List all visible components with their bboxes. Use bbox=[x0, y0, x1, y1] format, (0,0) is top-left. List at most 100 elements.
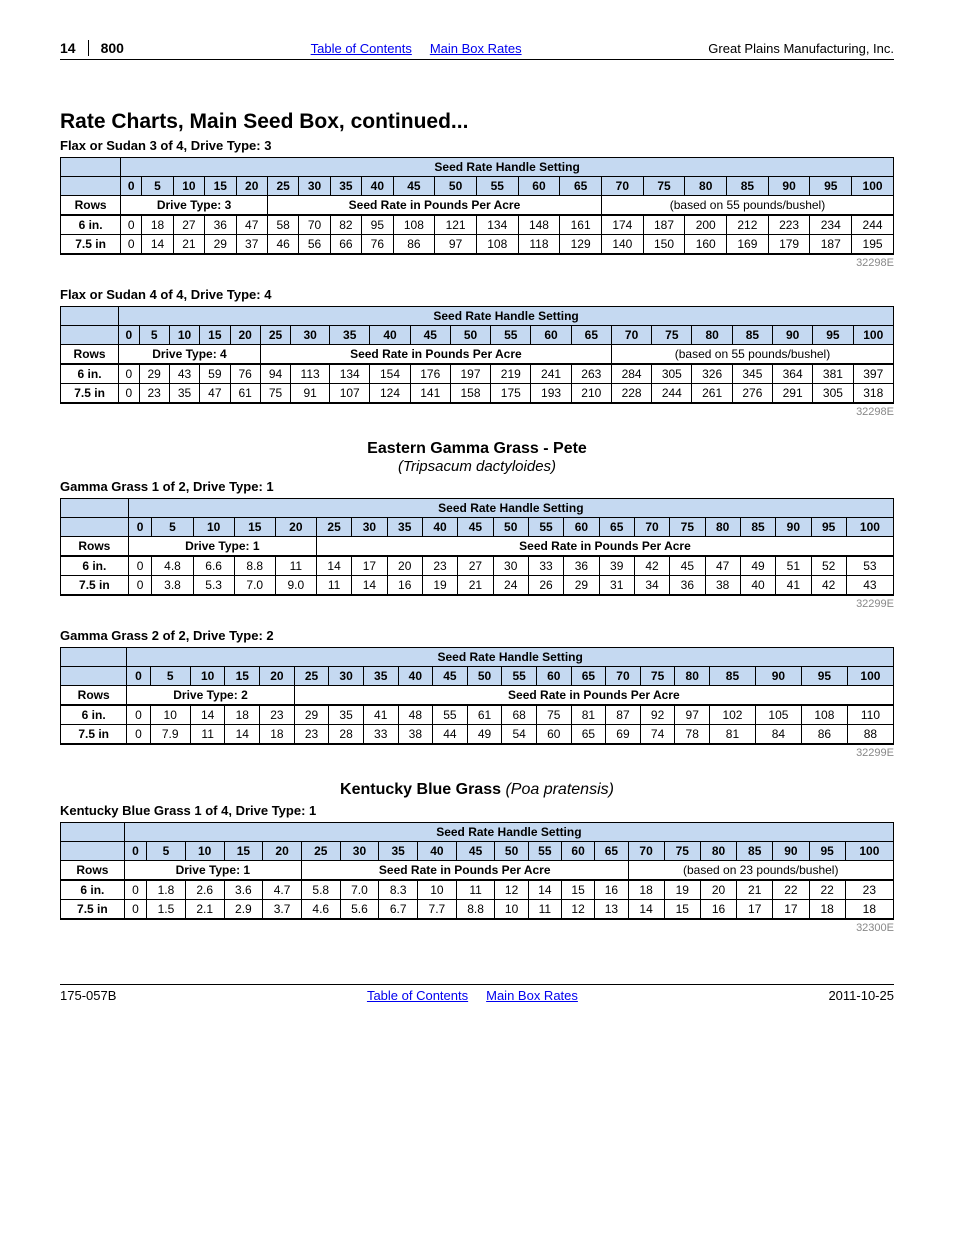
data-cell: 0 bbox=[127, 705, 150, 725]
setting-header: 65 bbox=[571, 667, 606, 686]
setting-header: 40 bbox=[418, 842, 457, 861]
data-cell: 364 bbox=[773, 364, 813, 384]
table-row: 6 in.02943597694113134154176197219241263… bbox=[61, 364, 894, 384]
rate-table: Seed Rate Handle Setting0510152025303540… bbox=[60, 647, 894, 745]
setting-header: 5 bbox=[152, 518, 193, 537]
setting-header: 90 bbox=[773, 326, 813, 345]
setting-header: 50 bbox=[467, 667, 502, 686]
setting-header: 95 bbox=[813, 326, 853, 345]
setting-header: 100 bbox=[852, 177, 894, 196]
setting-header: 75 bbox=[664, 842, 700, 861]
data-cell: 66 bbox=[330, 235, 361, 255]
toc-link[interactable]: Table of Contents bbox=[311, 41, 412, 56]
data-cell: 30 bbox=[493, 556, 528, 576]
setting-header: 45 bbox=[456, 842, 495, 861]
footer-rates-link[interactable]: Main Box Rates bbox=[486, 988, 578, 1003]
footer-toc-link[interactable]: Table of Contents bbox=[367, 988, 468, 1003]
setting-header: 100 bbox=[847, 667, 893, 686]
data-cell: 23 bbox=[260, 705, 295, 725]
setting-header: 45 bbox=[458, 518, 493, 537]
setting-header: 85 bbox=[727, 177, 769, 196]
data-cell: 76 bbox=[230, 364, 260, 384]
drive-label: Drive Type: 4 bbox=[119, 345, 261, 365]
rows-label: Rows bbox=[61, 861, 125, 881]
setting-header: 10 bbox=[173, 177, 204, 196]
data-cell: 3.7 bbox=[263, 900, 302, 920]
setting-header: 85 bbox=[737, 842, 773, 861]
handle-title: Seed Rate Handle Setting bbox=[119, 307, 894, 326]
rates-link[interactable]: Main Box Rates bbox=[430, 41, 522, 56]
data-cell: 0 bbox=[128, 576, 152, 596]
table-code: 32298E bbox=[60, 406, 894, 418]
rows-label: Rows bbox=[61, 537, 129, 557]
page-header: 14 800 Table of Contents Main Box Rates … bbox=[60, 40, 894, 60]
data-cell: 42 bbox=[811, 576, 846, 596]
setting-header: 25 bbox=[267, 177, 298, 196]
data-cell: 4.7 bbox=[263, 880, 302, 900]
data-cell: 17 bbox=[737, 900, 773, 920]
data-cell: 381 bbox=[813, 364, 853, 384]
setting-header: 50 bbox=[435, 177, 477, 196]
data-cell: 41 bbox=[776, 576, 811, 596]
data-cell: 82 bbox=[330, 215, 361, 235]
setting-header: 10 bbox=[185, 842, 224, 861]
data-cell: 326 bbox=[692, 364, 732, 384]
setting-header: 0 bbox=[128, 518, 152, 537]
data-cell: 24 bbox=[493, 576, 528, 596]
data-cell: 39 bbox=[599, 556, 634, 576]
blank-cell bbox=[61, 499, 129, 518]
data-cell: 29 bbox=[139, 364, 169, 384]
setting-header: 70 bbox=[601, 177, 643, 196]
data-cell: 9.0 bbox=[275, 576, 316, 596]
rate-table: Seed Rate Handle Setting0510152025303540… bbox=[60, 306, 894, 404]
data-cell: 1.8 bbox=[147, 880, 186, 900]
setting-header: 80 bbox=[692, 326, 732, 345]
setting-header: 85 bbox=[732, 326, 772, 345]
data-cell: 1.5 bbox=[147, 900, 186, 920]
data-cell: 5.8 bbox=[301, 880, 340, 900]
data-cell: 3.6 bbox=[224, 880, 263, 900]
data-cell: 54 bbox=[502, 725, 537, 745]
data-cell: 7.0 bbox=[340, 880, 379, 900]
data-cell: 241 bbox=[531, 364, 571, 384]
data-cell: 223 bbox=[768, 215, 810, 235]
data-cell: 8.8 bbox=[234, 556, 275, 576]
data-cell: 56 bbox=[299, 235, 330, 255]
data-cell: 0 bbox=[124, 880, 146, 900]
data-cell: 0 bbox=[127, 725, 150, 745]
data-cell: 40 bbox=[740, 576, 775, 596]
data-cell: 42 bbox=[634, 556, 669, 576]
blank-cell bbox=[61, 326, 119, 345]
data-cell: 36 bbox=[205, 215, 236, 235]
data-cell: 38 bbox=[705, 576, 740, 596]
table-row: 7.5 in0233547617591107124141158175193210… bbox=[61, 384, 894, 404]
setting-header: 20 bbox=[230, 326, 260, 345]
data-cell: 13 bbox=[595, 900, 628, 920]
rate-label: Seed Rate in Pounds Per Acre bbox=[316, 537, 893, 557]
data-cell: 38 bbox=[398, 725, 433, 745]
data-cell: 108 bbox=[476, 235, 518, 255]
data-cell: 179 bbox=[768, 235, 810, 255]
data-cell: 19 bbox=[664, 880, 700, 900]
tables-container: Flax or Sudan 3 of 4, Drive Type: 3Seed … bbox=[60, 138, 894, 934]
setting-header: 40 bbox=[362, 177, 393, 196]
setting-header: 55 bbox=[502, 667, 537, 686]
data-cell: 187 bbox=[643, 215, 685, 235]
data-cell: 84 bbox=[755, 725, 801, 745]
setting-header: 5 bbox=[147, 842, 186, 861]
data-cell: 29 bbox=[564, 576, 599, 596]
setting-header: 95 bbox=[801, 667, 847, 686]
header-links: Table of Contents Main Box Rates bbox=[311, 41, 522, 56]
data-cell: 134 bbox=[476, 215, 518, 235]
data-cell: 22 bbox=[773, 880, 809, 900]
setting-header: 75 bbox=[643, 177, 685, 196]
model-number: 800 bbox=[101, 40, 124, 56]
row-label: 7.5 in bbox=[61, 725, 127, 745]
data-cell: 169 bbox=[727, 235, 769, 255]
data-cell: 110 bbox=[847, 705, 893, 725]
data-cell: 36 bbox=[564, 556, 599, 576]
data-cell: 87 bbox=[606, 705, 641, 725]
data-cell: 31 bbox=[599, 576, 634, 596]
data-cell: 141 bbox=[410, 384, 450, 404]
data-cell: 7.0 bbox=[234, 576, 275, 596]
